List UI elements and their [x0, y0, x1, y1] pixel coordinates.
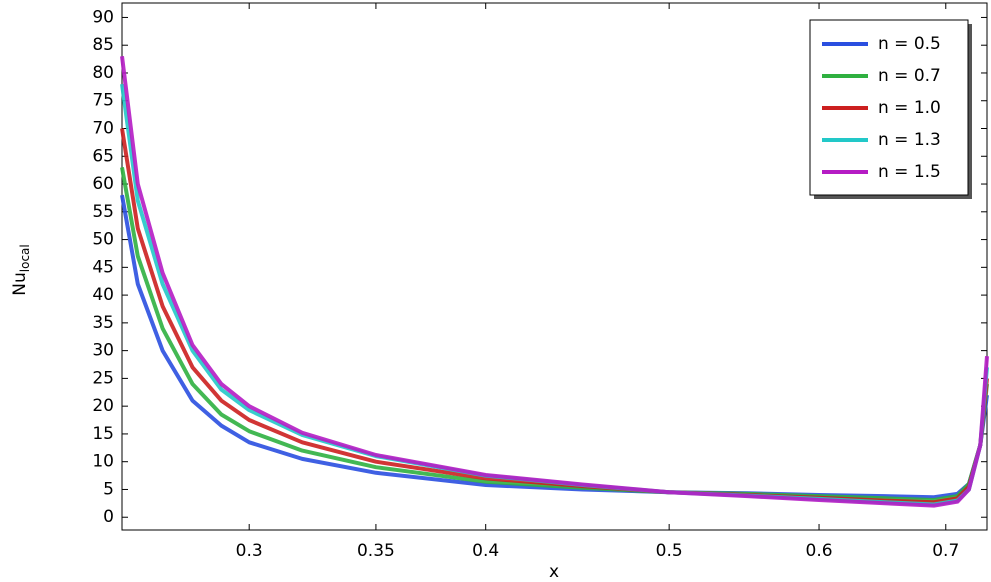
- x-tick-label: 0.35: [357, 541, 395, 561]
- y-tick-label: 70: [92, 119, 114, 139]
- x-tick-label: 0.3: [236, 541, 263, 561]
- y-tick-label: 60: [92, 174, 114, 194]
- legend-label: n = 0.7: [878, 66, 941, 86]
- series-line: [120, 194, 989, 500]
- y-tick-label: 85: [92, 35, 114, 55]
- y-tick-label: 45: [92, 257, 114, 277]
- y-tick-label: 40: [92, 285, 114, 305]
- legend-label: n = 1.0: [878, 98, 941, 118]
- y-tick-label: 80: [92, 63, 114, 83]
- y-tick-label: 30: [92, 341, 114, 361]
- x-tick-label: 0.5: [656, 541, 683, 561]
- y-tick-label: 50: [92, 230, 114, 250]
- x-tick-label: 0.4: [472, 541, 499, 561]
- y-tick-label: 75: [92, 91, 114, 111]
- y-tick-label: 5: [103, 479, 114, 499]
- y-tick-label: 20: [92, 396, 114, 416]
- y-tick-label: 10: [92, 452, 114, 472]
- y-axis-label-main: Nu: [10, 272, 30, 296]
- x-axis-label: x: [549, 562, 559, 582]
- legend-label: n = 0.5: [878, 34, 941, 54]
- x-tick-label: 0.6: [806, 541, 833, 561]
- legend-label: n = 1.3: [878, 130, 941, 150]
- y-tick-label: 90: [92, 7, 114, 27]
- y-tick-label: 25: [92, 368, 114, 388]
- y-tick-label: 0: [103, 507, 114, 527]
- series-line: [120, 56, 989, 508]
- y-tick-label: 65: [92, 146, 114, 166]
- y-tick-label: 55: [92, 202, 114, 222]
- y-tick-label: 35: [92, 313, 114, 333]
- y-axis-label-sub: local: [18, 244, 32, 272]
- y-tick-label: 15: [92, 424, 114, 444]
- plot-area: [121, 2, 988, 531]
- series-line: [120, 167, 989, 502]
- x-tick-label: 0.7: [932, 541, 959, 561]
- y-axis-label: Nulocal: [10, 244, 32, 295]
- legend-label: n = 1.5: [878, 162, 941, 182]
